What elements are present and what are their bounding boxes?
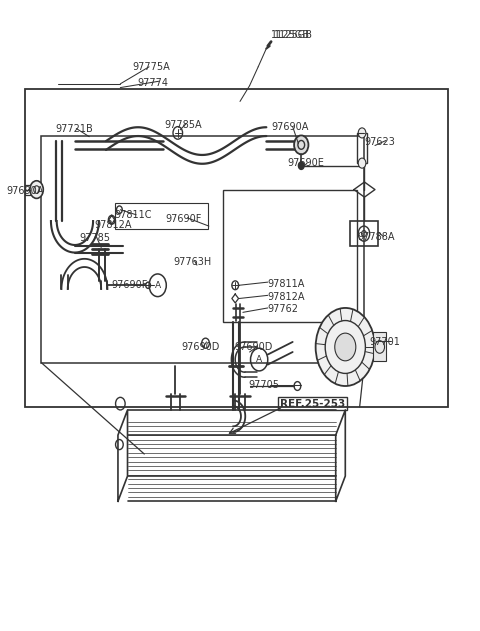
Bar bbox=[350, 221, 378, 246]
Circle shape bbox=[294, 382, 301, 391]
Text: REF.25-253: REF.25-253 bbox=[280, 399, 345, 409]
Circle shape bbox=[294, 136, 309, 155]
Bar bbox=[223, 189, 357, 322]
Text: 97690D: 97690D bbox=[234, 342, 273, 352]
Circle shape bbox=[335, 333, 356, 361]
Text: A: A bbox=[256, 355, 262, 364]
Text: 97774: 97774 bbox=[137, 78, 168, 88]
Text: 97690E: 97690E bbox=[287, 158, 324, 168]
Text: 97811A: 97811A bbox=[268, 279, 305, 289]
Text: 97812A: 97812A bbox=[95, 220, 132, 230]
Bar bbox=[41, 136, 364, 363]
Text: 97812A: 97812A bbox=[268, 292, 305, 302]
Text: 97623: 97623 bbox=[364, 138, 396, 148]
Text: 97690A: 97690A bbox=[6, 187, 44, 196]
Text: 1125GB: 1125GB bbox=[271, 30, 310, 40]
Bar bbox=[24, 89, 448, 407]
Text: 97788A: 97788A bbox=[357, 232, 395, 242]
Text: 97721B: 97721B bbox=[56, 124, 94, 134]
Text: 97690D: 97690D bbox=[181, 342, 220, 352]
Bar bbox=[357, 133, 367, 163]
Text: 1125GB: 1125GB bbox=[274, 30, 312, 40]
Circle shape bbox=[358, 128, 366, 138]
Text: 97775A: 97775A bbox=[132, 62, 170, 72]
Text: 97762: 97762 bbox=[268, 304, 299, 314]
Text: 97690A: 97690A bbox=[271, 122, 309, 132]
Circle shape bbox=[358, 158, 366, 168]
Bar bbox=[373, 333, 386, 361]
Text: 97705: 97705 bbox=[249, 380, 280, 390]
Circle shape bbox=[146, 282, 151, 288]
Text: A: A bbox=[155, 281, 161, 290]
Text: 97785: 97785 bbox=[80, 233, 111, 243]
Circle shape bbox=[30, 180, 43, 198]
Text: 97690F: 97690F bbox=[112, 280, 148, 290]
Text: 97785A: 97785A bbox=[164, 121, 202, 131]
Bar bbox=[115, 203, 208, 228]
Text: 97690F: 97690F bbox=[166, 214, 202, 224]
Circle shape bbox=[316, 308, 375, 386]
Circle shape bbox=[299, 162, 304, 170]
Text: 97701: 97701 bbox=[369, 337, 400, 347]
Text: 97811C: 97811C bbox=[115, 209, 152, 220]
Text: 97763H: 97763H bbox=[173, 257, 211, 267]
